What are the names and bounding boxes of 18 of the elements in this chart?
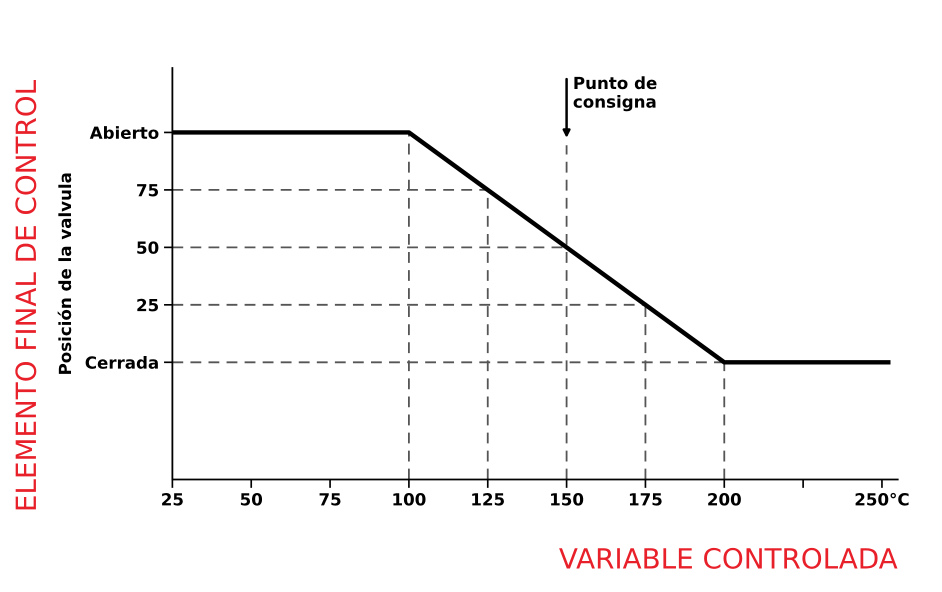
x-axis-title: VARIABLE CONTROLADA xyxy=(559,548,898,569)
x-tick-label: 25 xyxy=(162,493,183,506)
x-tick-label: 150 xyxy=(551,493,584,506)
y-tick-label: Abierto xyxy=(90,126,158,140)
x-tick-label: 50 xyxy=(240,493,262,506)
y-tick-label: 25 xyxy=(137,298,158,312)
x-tick-label: 100 xyxy=(393,493,426,506)
x-tick-label: 200 xyxy=(708,493,741,506)
x-tick-label: 125 xyxy=(472,493,504,506)
ref-line-label: Punto de consigna xyxy=(574,76,656,112)
text: ELEMENTO FINAL DE CONTROL xyxy=(15,80,36,510)
y-axis-title: Posición de la valvula xyxy=(58,173,72,374)
x-tick-label: 75 xyxy=(320,493,340,506)
x-tick-label: 250°C xyxy=(856,492,909,506)
x-tick-label: 175 xyxy=(630,493,662,506)
y-tick-label: 50 xyxy=(137,241,158,254)
y-tick-label: Cerrada xyxy=(86,356,158,369)
y-tick-label: 75 xyxy=(137,184,158,196)
